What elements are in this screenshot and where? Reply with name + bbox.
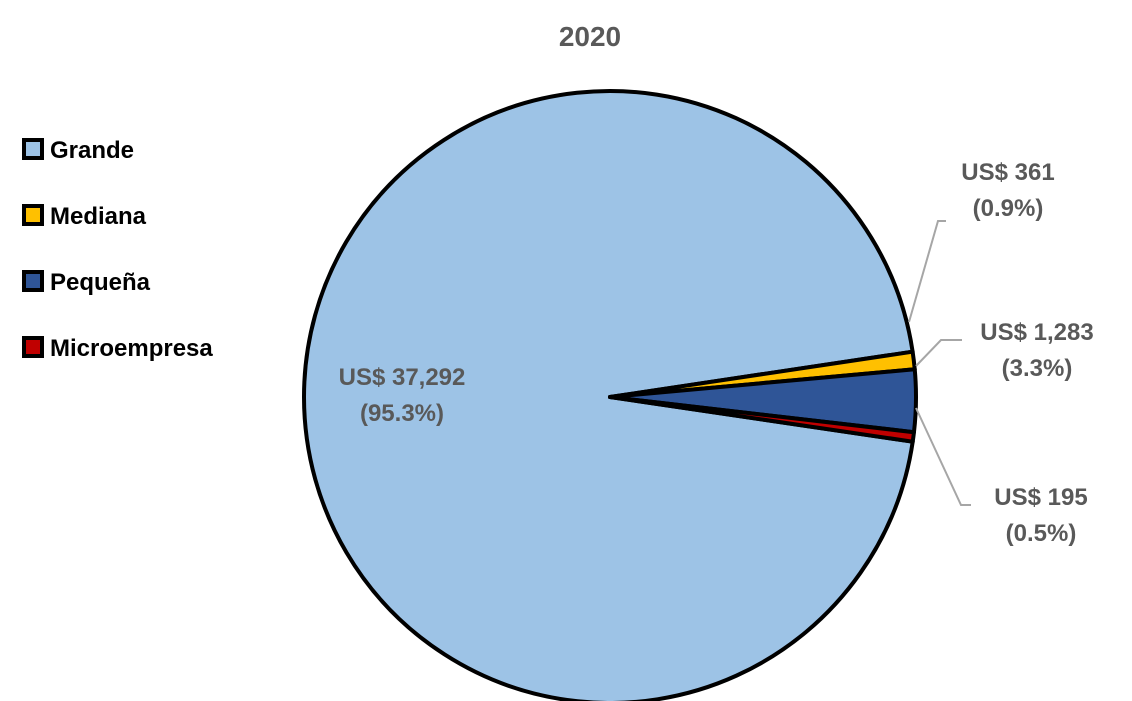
data-label-value-mediana: US$ 361 <box>961 159 1054 186</box>
legend-label-mediana: Mediana <box>50 203 147 230</box>
data-label-value-pequena: US$ 1,283 <box>980 319 1093 346</box>
data-label-percent-microempresa: (0.5%) <box>1006 520 1077 547</box>
data-label-percent-grande: (95.3%) <box>360 400 444 427</box>
data-label-percent-mediana: (0.9%) <box>973 195 1044 222</box>
legend-item-mediana: Mediana <box>22 203 147 230</box>
pie-slice-microempresa <box>608 395 916 444</box>
leader-line-microempresa <box>915 407 971 506</box>
legend-item-microempresa: Microempresa <box>22 335 213 362</box>
legend-swatch-grande <box>22 138 44 160</box>
data-label-value-grande: US$ 37,292 <box>339 364 466 391</box>
data-label-percent-pequena: (3.3%) <box>1002 355 1073 382</box>
leader-line-mediana <box>908 220 946 323</box>
legend-label-grande: Grande <box>50 137 134 164</box>
legend-swatch-microempresa <box>22 336 44 358</box>
chart-title: 2020 <box>559 21 621 52</box>
legend-swatch-pequena <box>22 270 44 292</box>
legend-swatch-mediana <box>22 204 44 226</box>
legend-item-pequena: Pequeña <box>22 269 151 296</box>
legend-label-microempresa: Microempresa <box>50 335 213 362</box>
legend-item-grande: Grande <box>22 137 134 164</box>
data-label-value-microempresa: US$ 195 <box>994 484 1087 511</box>
legend-label-pequena: Pequeña <box>50 269 151 296</box>
leader-line-pequena <box>915 339 962 367</box>
